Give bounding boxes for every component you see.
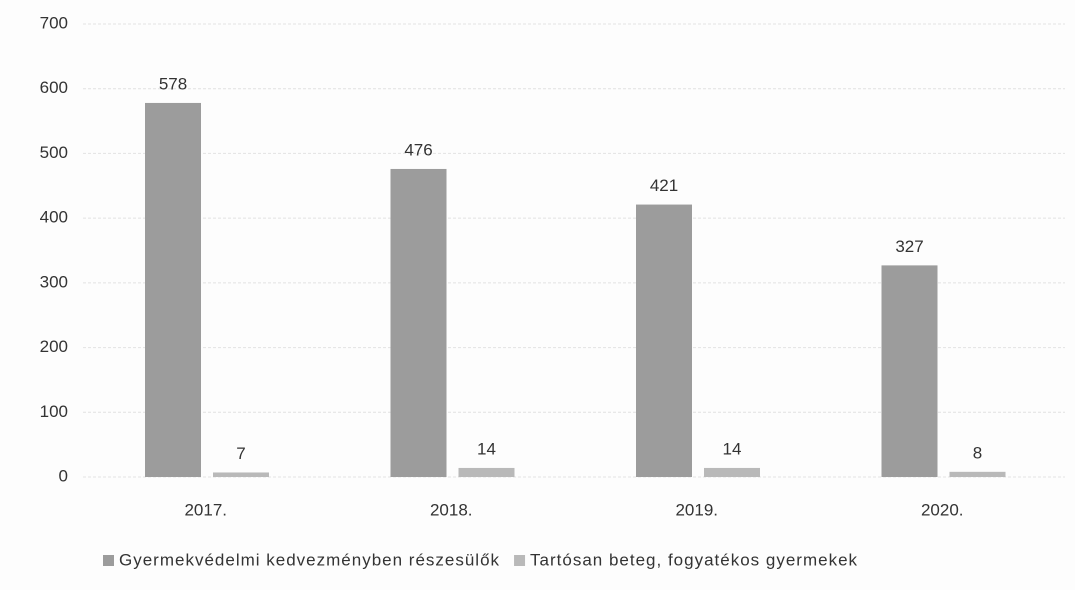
bar xyxy=(949,471,1006,477)
y-tick-label: 100 xyxy=(40,402,68,421)
data-label: 7 xyxy=(236,444,245,463)
legend-label: Gyermekvédelmi kedvezményben részesülők xyxy=(119,550,500,569)
y-tick-label: 300 xyxy=(40,272,68,291)
data-label: 578 xyxy=(159,74,187,93)
legend-swatch xyxy=(514,555,526,566)
bar xyxy=(704,467,760,477)
bar xyxy=(881,265,938,477)
data-label: 476 xyxy=(404,140,432,159)
data-label: 14 xyxy=(723,439,742,458)
data-label: 421 xyxy=(650,176,678,195)
y-tick-label: 500 xyxy=(40,143,68,162)
bar xyxy=(390,168,447,477)
legend-label: Tartósan beteg, fogyatékos gyermekek xyxy=(530,550,858,569)
bar xyxy=(145,102,201,478)
data-label: 327 xyxy=(895,237,923,256)
bar xyxy=(213,472,269,477)
y-tick-label: 400 xyxy=(40,208,68,227)
y-tick-label: 0 xyxy=(59,466,68,485)
y-tick-label: 200 xyxy=(40,337,68,356)
bar xyxy=(458,467,515,477)
data-label: 8 xyxy=(973,443,982,462)
x-tick-label: 2019. xyxy=(675,500,718,519)
data-label: 14 xyxy=(477,439,496,458)
x-tick-label: 2017. xyxy=(184,500,227,519)
y-tick-label: 600 xyxy=(40,78,68,97)
x-tick-label: 2020. xyxy=(921,500,964,519)
legend-swatch xyxy=(103,555,114,566)
x-tick-label: 2018. xyxy=(430,500,473,519)
y-tick-label: 700 xyxy=(40,13,68,32)
bar xyxy=(636,204,692,477)
